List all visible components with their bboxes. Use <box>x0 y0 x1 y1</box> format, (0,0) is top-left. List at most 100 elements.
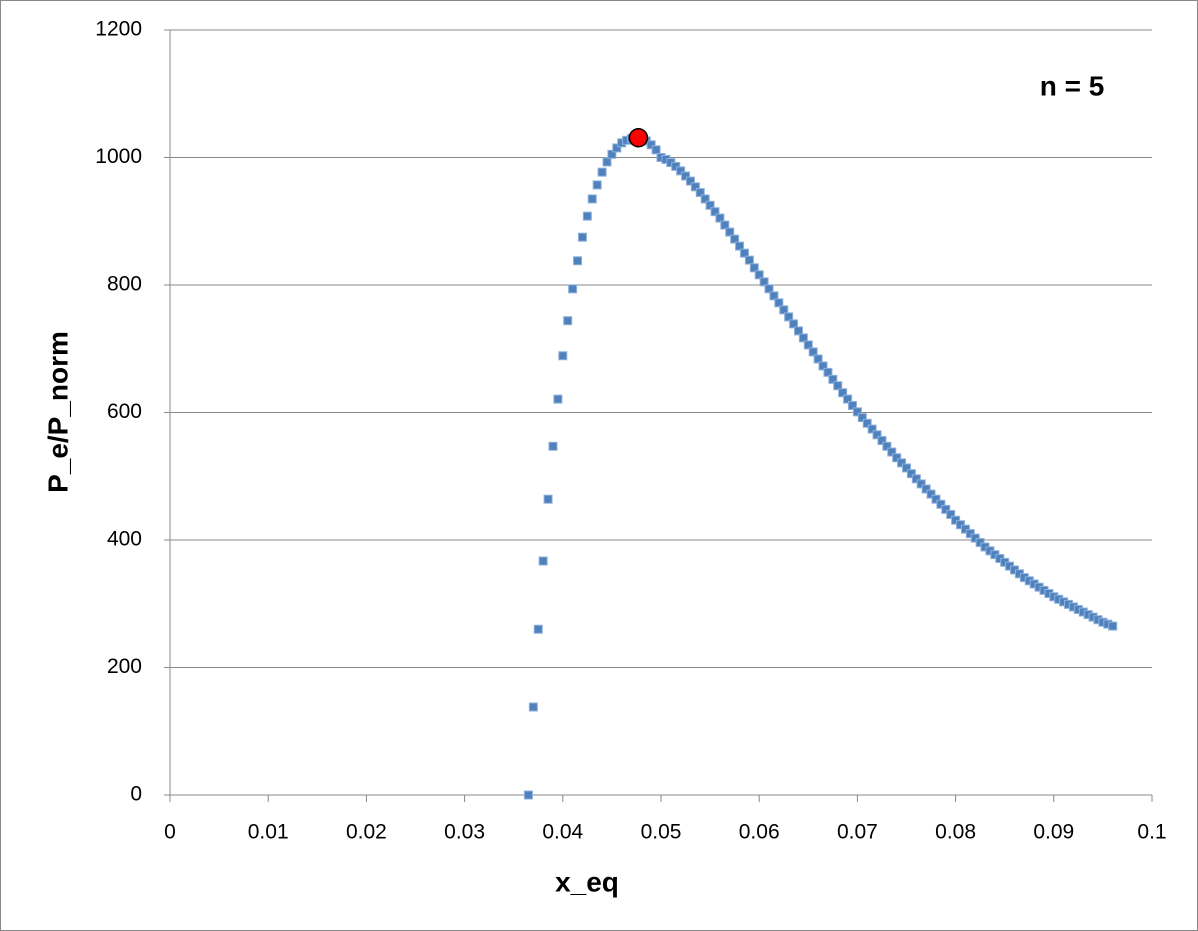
data-point <box>700 194 710 204</box>
annotation: n = 5 <box>1040 70 1105 101</box>
data-point <box>838 388 848 398</box>
data-point <box>612 143 622 153</box>
data-point <box>749 263 759 273</box>
data-point <box>553 394 563 404</box>
data-point <box>916 479 926 489</box>
data-point <box>769 291 779 301</box>
data-point <box>538 556 548 566</box>
data-point <box>730 234 740 244</box>
data-point <box>685 176 695 186</box>
data-point <box>774 298 784 308</box>
data-point <box>852 407 862 417</box>
data-point <box>828 374 838 384</box>
data-point <box>857 413 867 423</box>
data-point <box>725 227 735 237</box>
data-point <box>872 430 882 440</box>
x-tick-label: 0.04 <box>542 821 583 844</box>
data-point <box>759 277 769 287</box>
data-point <box>867 424 877 434</box>
x-tick-label: 0.02 <box>346 821 387 844</box>
data-point <box>887 447 897 457</box>
data-point <box>523 790 533 800</box>
data-point <box>720 220 730 230</box>
data-point <box>690 182 700 192</box>
data-point <box>577 232 587 242</box>
data-point <box>764 284 774 294</box>
data-point <box>587 194 597 204</box>
x-tick-label: 0.09 <box>1033 821 1074 844</box>
data-point <box>862 418 872 428</box>
data-point <box>847 400 857 410</box>
data-point <box>651 145 661 155</box>
data-point <box>921 484 931 494</box>
data-point <box>803 340 813 350</box>
data-point <box>1108 621 1118 631</box>
y-tick-label: 1000 <box>95 145 142 168</box>
data-point <box>902 463 911 473</box>
data-point <box>563 316 573 326</box>
data-point <box>548 441 558 451</box>
data-point <box>710 207 720 217</box>
data-point <box>568 284 578 294</box>
y-axis-label: P_e/P_norm <box>42 331 73 493</box>
x-tick-label: 0.06 <box>739 821 780 844</box>
data-point <box>676 166 686 176</box>
data-point <box>573 256 583 266</box>
x-axis-label: x_eq <box>555 866 619 897</box>
highlight-point <box>628 127 649 148</box>
data-point <box>784 312 794 322</box>
x-tick-label: 0.07 <box>837 821 878 844</box>
x-tick-label: 0 <box>164 821 176 844</box>
y-tick-label: 1200 <box>95 18 142 41</box>
data-point <box>744 255 754 265</box>
data-point <box>818 361 828 371</box>
data-point <box>681 171 691 181</box>
data-point <box>754 270 764 280</box>
data-point <box>823 367 833 377</box>
data-point <box>911 474 921 484</box>
data-point <box>597 167 607 177</box>
data-point <box>592 180 602 190</box>
y-tick-label: 800 <box>107 273 142 296</box>
x-tick-label: 0.05 <box>641 821 682 844</box>
data-point <box>602 157 612 167</box>
data-point <box>936 499 946 509</box>
y-tick-label: 400 <box>107 528 142 551</box>
data-point <box>926 489 936 499</box>
x-tick-label: 0.1 <box>1137 821 1166 844</box>
data-point <box>813 354 823 364</box>
x-tick-label: 0.01 <box>248 821 289 844</box>
x-tick-label: 0.03 <box>444 821 485 844</box>
data-point <box>877 436 887 446</box>
data-point <box>607 149 617 159</box>
data-point <box>715 213 725 223</box>
y-tick-label: 600 <box>107 400 142 423</box>
data-point <box>946 510 956 519</box>
data-point <box>897 458 907 468</box>
y-tick-label: 200 <box>107 655 142 678</box>
x-tick-label: 0.08 <box>935 821 976 844</box>
data-point <box>808 347 818 357</box>
data-point <box>528 702 538 712</box>
data-point <box>906 469 916 479</box>
data-point <box>558 351 568 361</box>
data-point <box>735 241 745 251</box>
data-point <box>843 394 853 404</box>
data-point <box>892 453 902 463</box>
data-point <box>695 188 705 198</box>
data-point <box>941 504 951 514</box>
data-point <box>533 624 543 634</box>
data-point <box>646 140 656 150</box>
data-point <box>705 200 715 210</box>
data-point <box>882 441 892 451</box>
data-point <box>798 333 808 343</box>
data-point <box>779 305 789 315</box>
data-point <box>582 211 592 221</box>
data-point <box>793 326 803 336</box>
data-point <box>931 494 941 504</box>
data-point <box>739 248 749 258</box>
y-tick-label: 0 <box>130 783 142 806</box>
